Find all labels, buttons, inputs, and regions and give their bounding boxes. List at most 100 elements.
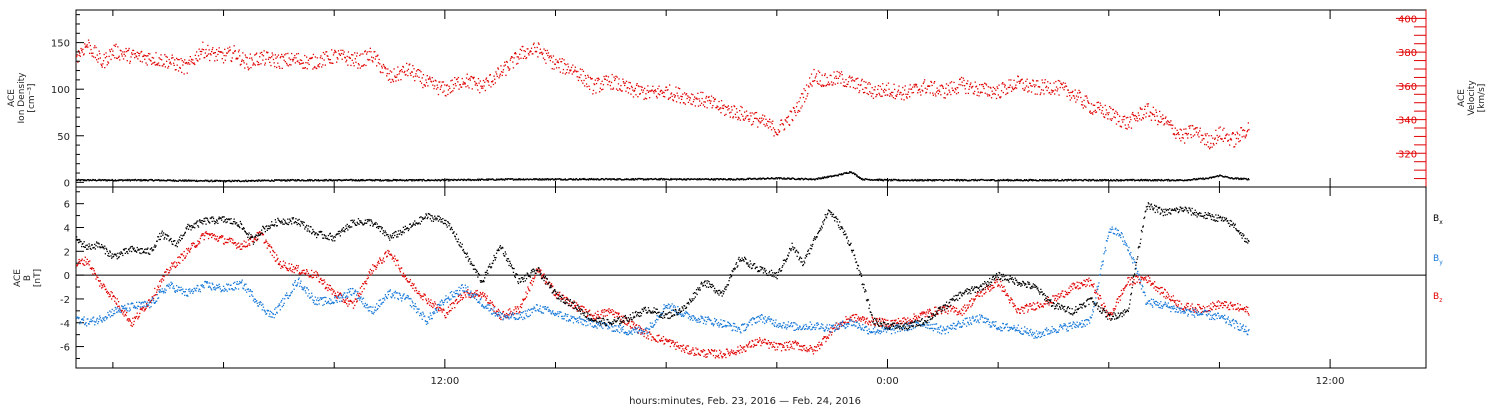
bz-point <box>684 347 686 350</box>
bz-point <box>429 302 431 304</box>
bz-point <box>351 300 353 302</box>
velocity-point <box>1099 102 1101 104</box>
velocity-point <box>559 58 561 60</box>
bz-point <box>257 232 260 234</box>
bz-point <box>785 349 787 351</box>
velocity-point <box>459 84 461 86</box>
bz-point <box>514 306 516 308</box>
velocity-point <box>1065 85 1067 87</box>
ion-density-point <box>670 177 672 180</box>
velocity-point <box>955 93 958 95</box>
velocity-point <box>319 57 321 59</box>
velocity-point <box>910 88 913 90</box>
ion-density-point <box>217 180 219 182</box>
bz-point <box>447 306 450 308</box>
velocity-point <box>177 58 179 61</box>
bz-point <box>141 309 143 311</box>
bz-point <box>466 292 468 294</box>
velocity-point <box>122 51 124 53</box>
velocity-point <box>92 56 95 58</box>
velocity-point <box>1115 110 1117 112</box>
velocity-point <box>1134 114 1136 117</box>
bz-point <box>382 259 384 261</box>
ion-density-point <box>480 178 483 180</box>
bz-point <box>603 311 605 313</box>
velocity-point <box>1097 107 1099 109</box>
bz-point <box>366 278 368 280</box>
velocity-point <box>421 77 423 79</box>
ion-density-point <box>1133 178 1135 181</box>
bz-point <box>575 304 577 307</box>
velocity-point <box>1121 119 1123 121</box>
ion-density-point <box>1165 179 1168 181</box>
ion-density-point <box>378 179 380 181</box>
velocity-point <box>646 89 648 92</box>
bz-point <box>719 349 721 351</box>
velocity-point <box>860 80 863 82</box>
ion-density-point <box>915 180 918 182</box>
velocity-point <box>641 86 643 88</box>
ion-density-point <box>1030 179 1033 182</box>
velocity-point <box>1226 133 1228 135</box>
velocity-point <box>263 50 265 52</box>
bz-point <box>103 284 105 286</box>
ion-density-point <box>1125 179 1128 181</box>
velocity-point <box>438 81 440 83</box>
bz-point <box>717 355 719 358</box>
ion-density-point <box>417 179 420 181</box>
ion-density-point <box>440 179 443 181</box>
bz-point <box>415 289 418 292</box>
bz-point <box>539 271 541 273</box>
velocity-point <box>1180 129 1183 131</box>
velocity-point <box>449 92 451 94</box>
bz-point <box>526 293 528 295</box>
velocity-point <box>690 103 692 105</box>
bz-point <box>550 283 553 285</box>
bz-point <box>664 339 666 341</box>
bz-point <box>766 343 768 345</box>
ion-density-point <box>782 178 785 180</box>
velocity-point <box>398 73 400 75</box>
bz-point <box>331 287 333 290</box>
bz-point <box>139 308 141 310</box>
velocity-point <box>285 53 287 55</box>
velocity-point <box>547 52 550 54</box>
velocity-point <box>1105 109 1108 111</box>
bz-point <box>136 312 138 314</box>
ion-density-point <box>177 180 180 182</box>
velocity-point <box>808 86 810 88</box>
velocity-point <box>485 78 487 80</box>
ion-density-point <box>696 179 698 181</box>
bz-point <box>306 269 308 271</box>
ion-density-point <box>990 179 992 181</box>
ion-density-point <box>365 179 367 181</box>
velocity-point <box>191 58 193 60</box>
ion-density-point <box>117 180 120 182</box>
ion-density-point <box>1002 178 1004 181</box>
velocity-point <box>1122 121 1124 123</box>
velocity-point <box>108 55 110 58</box>
velocity-point <box>966 83 968 85</box>
velocity-point <box>253 63 255 65</box>
ion-density-point <box>930 179 933 181</box>
ion-density-point <box>238 179 240 182</box>
bz-point <box>420 295 423 297</box>
velocity-point <box>82 54 85 56</box>
velocity-point <box>1129 121 1131 123</box>
velocity-point <box>714 98 716 101</box>
bz-point <box>108 296 110 298</box>
velocity-point <box>527 48 529 50</box>
velocity-point <box>747 118 750 120</box>
ion-density-point <box>592 178 595 180</box>
ion-density-point <box>734 178 736 181</box>
bz-point <box>632 324 635 326</box>
y-tick-label: 50 <box>57 132 70 143</box>
ion-density-point <box>172 179 175 181</box>
ion-density-point <box>1015 179 1017 181</box>
velocity-point <box>1244 129 1246 132</box>
bz-point <box>628 321 630 323</box>
bz-point <box>307 274 309 276</box>
ion-density-point <box>439 179 441 181</box>
bz-point <box>380 259 382 262</box>
velocity-point <box>326 51 328 53</box>
